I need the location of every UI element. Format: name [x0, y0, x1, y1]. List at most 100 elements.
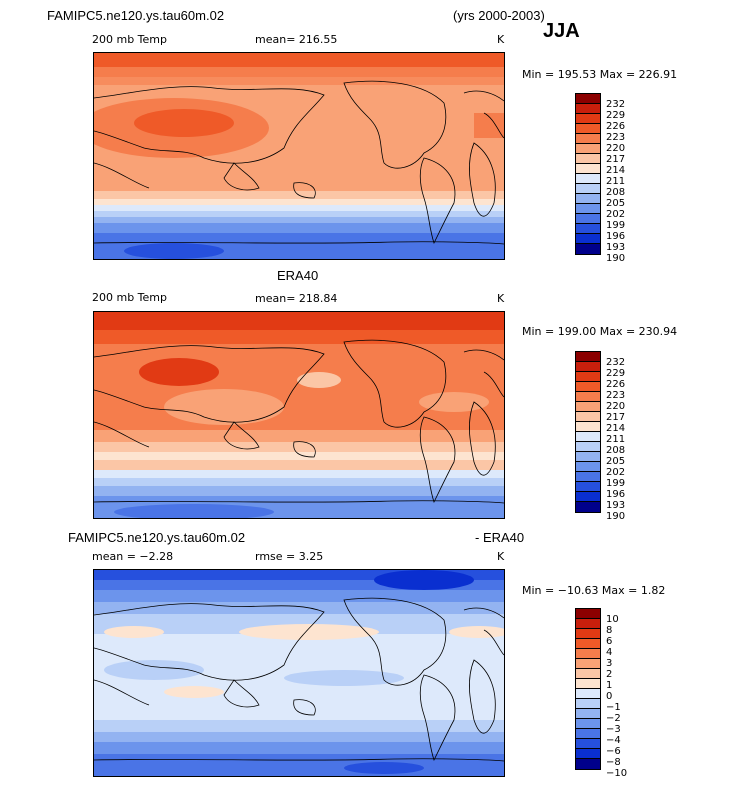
colorbar-label: −1 — [606, 702, 621, 713]
colorbar-swatch — [576, 352, 600, 362]
colorbar-label: 214 — [606, 423, 626, 434]
colorbar-label: 193 — [606, 242, 626, 253]
colorbar-swatch — [576, 174, 600, 184]
colorbar-label: 232 — [606, 357, 626, 368]
colorbar-swatch — [576, 234, 600, 244]
colorbar-label: −2 — [606, 713, 621, 724]
colorbar-label: 0 — [606, 691, 613, 702]
colorbar-swatch — [576, 619, 600, 629]
panel1-units: K — [497, 33, 505, 46]
colorbar-swatch — [576, 699, 600, 709]
colorbar-label: 196 — [606, 489, 626, 500]
colorbar-swatch — [576, 372, 600, 382]
colorbar-swatch — [576, 204, 600, 214]
colorbar-swatch — [576, 462, 600, 472]
colorbar-label: 205 — [606, 198, 626, 209]
colorbar-label: 202 — [606, 209, 626, 220]
colorbar-swatch — [576, 184, 600, 194]
panel1-map-graphic — [94, 53, 504, 259]
colorbar-swatch — [576, 639, 600, 649]
colorbar-label: 4 — [606, 647, 613, 658]
colorbar-swatch — [576, 94, 600, 104]
colorbar-label: 202 — [606, 467, 626, 478]
colorbar-swatch — [576, 689, 600, 699]
colorbar-label: 208 — [606, 445, 626, 456]
colorbar-label: 226 — [606, 121, 626, 132]
colorbar-swatch — [576, 134, 600, 144]
colorbar-label: 3 — [606, 658, 613, 669]
panel3-map-graphic — [94, 570, 504, 776]
colorbar-label: 223 — [606, 132, 626, 143]
colorbar-label: 229 — [606, 368, 626, 379]
colorbar-swatch — [576, 382, 600, 392]
colorbar-label: 10 — [606, 614, 619, 625]
colorbar-swatch — [576, 412, 600, 422]
colorbar-swatch — [576, 244, 600, 254]
panel3-title-right: - ERA40 — [475, 530, 525, 545]
colorbar-swatch — [576, 719, 600, 729]
colorbar-label: 217 — [606, 154, 626, 165]
years-label: (yrs 2000-2003) — [453, 8, 545, 23]
colorbar-swatch — [576, 224, 600, 234]
panel3-mean-label: mean = −2.28 — [92, 550, 174, 563]
colorbar-label: 208 — [606, 187, 626, 198]
colorbar-label: −6 — [606, 746, 621, 757]
colorbar-swatch — [576, 492, 600, 502]
colorbar-swatch — [576, 104, 600, 114]
colorbar-label: 2 — [606, 669, 613, 680]
colorbar-swatch — [576, 154, 600, 164]
colorbar-label: −10 — [606, 768, 628, 779]
panel3-colorbar — [575, 608, 601, 770]
colorbar-swatch — [576, 709, 600, 719]
colorbar-label: 217 — [606, 412, 626, 423]
colorbar-swatch — [576, 749, 600, 759]
colorbar-swatch — [576, 452, 600, 462]
colorbar-label: 223 — [606, 390, 626, 401]
colorbar-swatch — [576, 759, 600, 769]
colorbar-swatch — [576, 442, 600, 452]
colorbar-swatch — [576, 482, 600, 492]
panel2-colorbar-labels: 232 229 226 223 220 217 214 211 208 205 202 199 196 1… — [606, 357, 625, 522]
colorbar-label: 199 — [606, 478, 626, 489]
panel2-field-label: 200 mb Temp — [92, 291, 168, 304]
colorbar-label: 1 — [606, 680, 613, 691]
colorbar-swatch — [576, 669, 600, 679]
colorbar-label: 229 — [606, 110, 626, 121]
colorbar-swatch — [576, 422, 600, 432]
colorbar-label: 205 — [606, 456, 626, 467]
colorbar-swatch — [576, 729, 600, 739]
colorbar-label: 6 — [606, 636, 613, 647]
colorbar-label: 211 — [606, 176, 626, 187]
panel1-map — [93, 52, 505, 260]
colorbar-swatch — [576, 649, 600, 659]
colorbar-label: 193 — [606, 500, 626, 511]
colorbar-label: 226 — [606, 379, 626, 390]
panel1-min-max: Min = 195.53 Max = 226.91 — [522, 68, 678, 81]
panel3-rmse-label: rmse = 3.25 — [255, 550, 324, 563]
colorbar-swatch — [576, 362, 600, 372]
colorbar-swatch — [576, 114, 600, 124]
colorbar-label: −4 — [606, 735, 621, 746]
colorbar-label: 190 — [606, 253, 626, 264]
colorbar-swatch — [576, 164, 600, 174]
colorbar-label: 232 — [606, 99, 626, 110]
panel2-map — [93, 311, 505, 519]
panel2-units: K — [497, 292, 505, 305]
colorbar-label: 214 — [606, 165, 626, 176]
colorbar-label: 196 — [606, 231, 626, 242]
panel3-colorbar-labels: 10 8 6 4 3 2 1 0 −1 −2 −3 −4 −6 −8 −10 — [606, 614, 627, 779]
panel3-title: FAMIPC5.ne120.ys.tau60m.02 — [68, 530, 246, 545]
panel2-mean-label: mean= 218.84 — [255, 292, 338, 305]
colorbar-swatch — [576, 144, 600, 154]
colorbar-swatch — [576, 472, 600, 482]
colorbar-swatch — [576, 214, 600, 224]
case-title: FAMIPC5.ne120.ys.tau60m.02 — [47, 8, 225, 23]
colorbar-swatch — [576, 502, 600, 512]
colorbar-swatch — [576, 739, 600, 749]
colorbar-swatch — [576, 432, 600, 442]
panel1-colorbar — [575, 93, 601, 255]
panel1-mean-label: mean= 216.55 — [255, 33, 338, 46]
colorbar-swatch — [576, 679, 600, 689]
season-label: JJA — [543, 20, 580, 42]
panel1-colorbar-labels: 232 229 226 223 220 217 214 211 208 205 202 199 196 1… — [606, 99, 625, 264]
